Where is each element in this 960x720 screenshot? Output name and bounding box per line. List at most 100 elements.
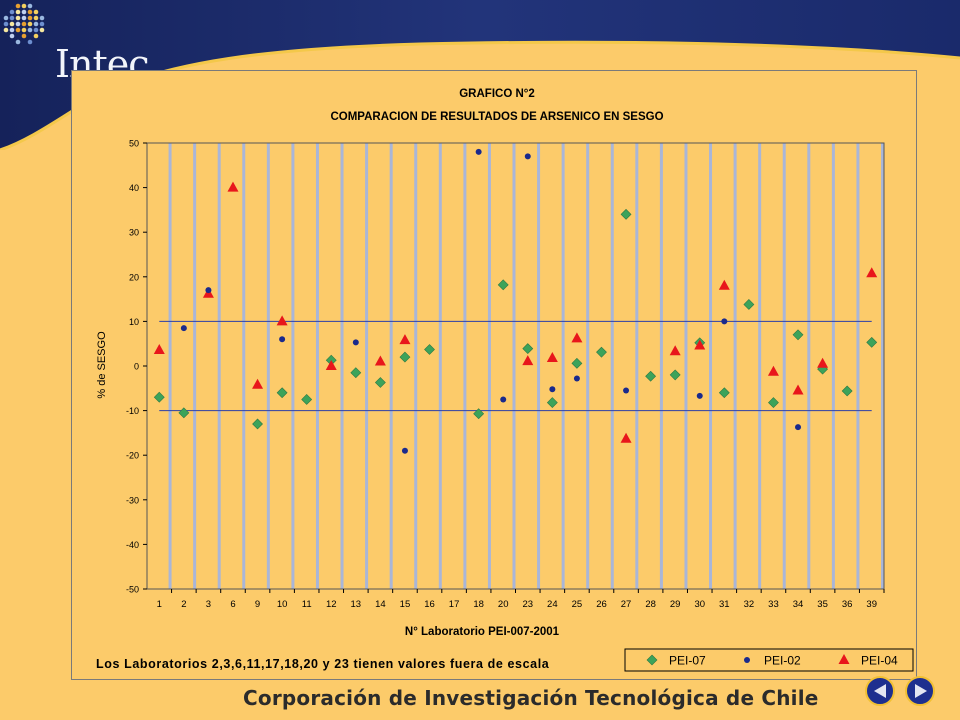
grid-line [389, 143, 393, 589]
x-tick-label: 3 [206, 599, 211, 610]
grid-line [709, 143, 713, 589]
data-point-pei-04 [325, 360, 337, 370]
data-point-pei-02 [500, 396, 507, 403]
x-tick-label: 9 [255, 599, 260, 610]
data-point-pei-07 [374, 377, 386, 388]
grid-line [807, 143, 811, 589]
grid-line [659, 143, 663, 589]
data-point-pei-07 [546, 397, 558, 408]
x-tick-label: 34 [793, 599, 804, 610]
data-point-pei-07 [743, 299, 755, 310]
data-point-pei-07 [841, 385, 853, 397]
data-point-pei-04 [767, 365, 779, 376]
x-tick-label: 33 [768, 599, 779, 610]
data-point-pei-04 [866, 267, 878, 278]
x-tick-label: 17 [449, 599, 460, 610]
grid-line [438, 143, 442, 589]
grid-line [881, 143, 884, 589]
grid-line [193, 143, 197, 589]
legend-label: PEI-02 [764, 654, 801, 668]
data-point-pei-02 [623, 387, 630, 394]
x-tick-label: 27 [621, 599, 632, 610]
x-tick-label: 20 [498, 599, 509, 610]
x-tick-label: 2 [181, 599, 186, 610]
data-point-pei-07 [497, 279, 509, 291]
data-point-pei-04 [792, 384, 804, 395]
grid-line [340, 143, 344, 589]
data-point-pei-02 [524, 153, 531, 160]
x-tick-label: 35 [817, 599, 828, 610]
triangle-right-icon [915, 684, 927, 698]
data-point-pei-07 [669, 369, 681, 381]
x-tick-label: 10 [277, 599, 288, 610]
data-point-pei-02 [549, 386, 556, 393]
triangle-left-icon [874, 684, 886, 698]
x-tick-label: 12 [326, 599, 337, 610]
x-tick-label: 1 [157, 599, 162, 610]
data-point-pei-07 [792, 329, 804, 341]
y-tick-label: 10 [129, 317, 139, 327]
y-tick-label: -10 [126, 406, 139, 416]
data-point-pei-04 [252, 378, 264, 389]
y-tick-label: -20 [126, 451, 139, 461]
grid-line [610, 143, 614, 589]
x-tick-label: 32 [744, 599, 755, 610]
chart-subtitle: COMPARACION DE RESULTADOS DE ARSENICO EN… [330, 111, 663, 123]
x-tick-label: 30 [694, 599, 705, 610]
chart-title: GRAFICO N°2 [459, 88, 535, 100]
legend-box [624, 648, 914, 672]
data-point-pei-07 [276, 387, 288, 399]
grid-line [782, 143, 786, 589]
data-point-pei-07 [768, 397, 779, 408]
y-tick-label: 50 [129, 139, 139, 149]
data-point-pei-02 [279, 336, 286, 343]
data-point-pei-07 [350, 367, 362, 379]
data-point-pei-02 [721, 318, 728, 325]
data-point-pei-04 [374, 355, 386, 366]
data-point-pei-02 [696, 392, 703, 399]
x-tick-label: 14 [375, 599, 386, 610]
data-point-pei-04 [620, 432, 632, 443]
grid-line [561, 143, 565, 589]
data-point-pei-04 [718, 279, 730, 290]
data-point-pei-07 [473, 408, 485, 420]
x-tick-label: 29 [670, 599, 681, 610]
grid-line [635, 143, 639, 589]
x-tick-label: 36 [842, 599, 853, 610]
x-tick-label: 25 [572, 599, 583, 610]
grid-line [242, 143, 246, 589]
legend-marker-pei-02 [744, 657, 750, 663]
chart-area: GRAFICO N°2 COMPARACION DE RESULTADOS DE… [71, 70, 917, 680]
data-point-pei-07 [645, 370, 657, 382]
data-point-pei-02 [180, 325, 187, 332]
grid-line [315, 143, 319, 589]
grid-line [463, 143, 467, 589]
chart-note: Los Laboratorios 2,3,6,11,17,18,20 y 23 … [96, 657, 550, 671]
data-point-pei-07 [178, 407, 190, 419]
x-tick-label: 6 [230, 599, 235, 610]
previous-slide-button[interactable] [865, 676, 895, 706]
legend-label: PEI-07 [669, 654, 706, 668]
footer-org-name: Corporación de Investigación Tecnológica… [243, 686, 819, 710]
data-point-pei-07 [596, 346, 607, 358]
next-slide-button[interactable] [905, 676, 935, 706]
data-point-pei-07 [522, 343, 534, 355]
y-tick-label: -40 [126, 540, 139, 550]
data-point-pei-04 [546, 351, 558, 362]
data-point-pei-02 [205, 287, 212, 294]
y-tick-label: -30 [126, 495, 139, 505]
grid-line [168, 143, 172, 589]
data-point-pei-02 [352, 339, 359, 346]
grid-line [586, 143, 590, 589]
data-point-pei-04 [399, 334, 411, 345]
x-tick-label: 28 [645, 599, 656, 610]
x-axis-label: N° Laboratorio PEI-007-2001 [405, 626, 560, 638]
grid-line [733, 143, 737, 589]
grid-line [266, 143, 270, 589]
chart-canvas: GRAFICO N°2 COMPARACION DE RESULTADOS DE… [96, 88, 914, 672]
data-point-pei-04 [571, 332, 583, 343]
y-tick-label: -50 [126, 585, 139, 595]
data-point-pei-07 [301, 394, 313, 405]
x-tick-label: 26 [596, 599, 607, 610]
x-tick-label: 13 [351, 599, 362, 610]
